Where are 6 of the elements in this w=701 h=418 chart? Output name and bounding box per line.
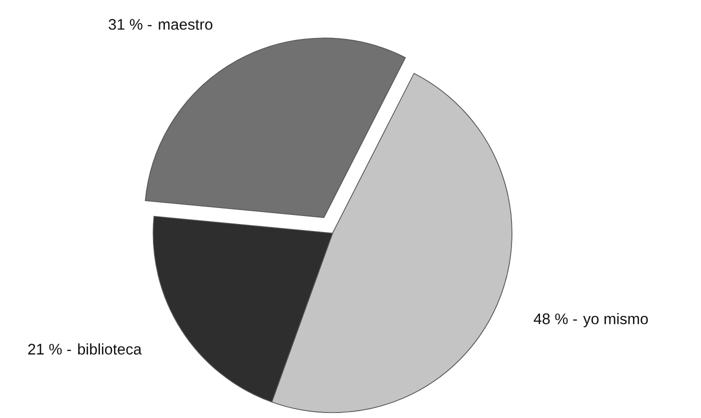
slice-label: maestro: [158, 20, 212, 30]
data-label: 31 % -: [108, 18, 152, 30]
data-label: 21 % -: [28, 344, 71, 355]
slice-label: biblioteca: [78, 343, 142, 355]
data-label: 48 % -: [534, 313, 577, 324]
slice-label: yo mismo: [583, 313, 648, 328]
